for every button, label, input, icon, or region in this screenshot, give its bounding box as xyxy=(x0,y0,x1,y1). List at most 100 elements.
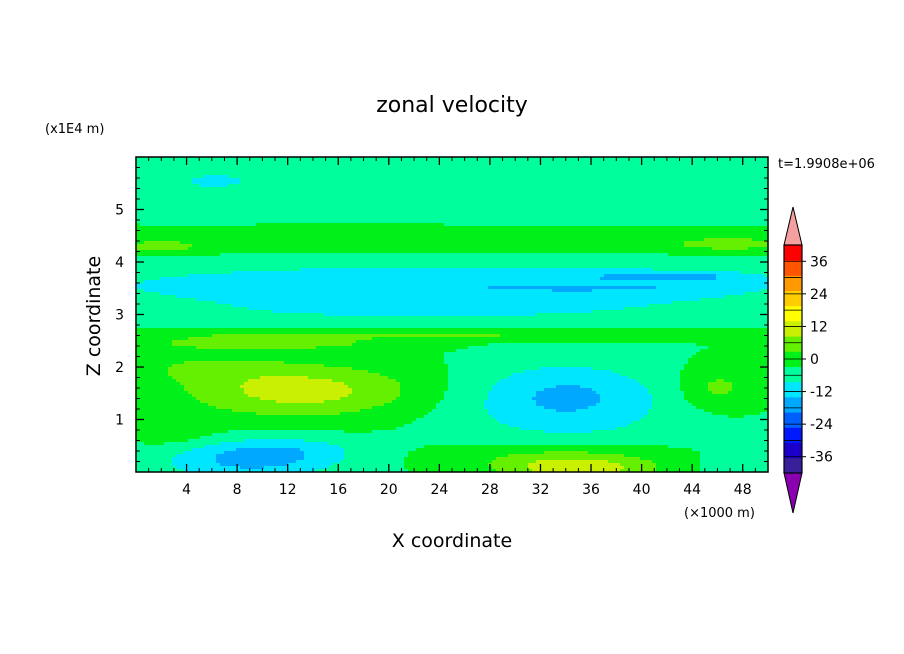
field-cell xyxy=(340,196,345,200)
field-cell xyxy=(356,241,361,245)
field-cell xyxy=(380,238,385,242)
field-cell xyxy=(592,247,597,251)
field-cell xyxy=(584,226,589,230)
field-cell xyxy=(508,214,513,218)
field-cell xyxy=(452,160,457,164)
field-cell xyxy=(608,157,613,161)
field-cell xyxy=(144,172,149,176)
field-cell xyxy=(428,247,433,251)
field-cell xyxy=(520,247,525,251)
field-cell xyxy=(544,229,549,233)
field-cell xyxy=(644,220,649,224)
field-cell xyxy=(500,229,505,233)
field-cell xyxy=(496,241,501,245)
field-cell xyxy=(676,157,681,161)
field-cell xyxy=(732,187,737,191)
field-cell xyxy=(152,187,157,191)
field-cell xyxy=(672,193,677,197)
field-cell xyxy=(520,241,525,245)
field-cell xyxy=(184,178,189,182)
field-cell xyxy=(656,175,661,179)
field-cell xyxy=(176,172,181,176)
field-cell xyxy=(272,175,277,179)
field-cell xyxy=(172,172,177,176)
field-cell xyxy=(644,166,649,170)
field-cell xyxy=(456,205,461,209)
field-cell xyxy=(376,181,381,185)
field-cell xyxy=(444,217,449,221)
field-cell xyxy=(480,232,485,236)
field-cell xyxy=(252,244,257,248)
field-cell xyxy=(416,211,421,215)
field-cell xyxy=(452,169,457,173)
field-cell xyxy=(704,169,709,173)
field-cell xyxy=(428,157,433,161)
field-cell xyxy=(540,211,545,215)
field-cell xyxy=(704,226,709,230)
field-cell xyxy=(384,202,389,206)
field-cell xyxy=(624,232,629,236)
field-cell xyxy=(560,226,565,230)
field-cell xyxy=(476,235,481,239)
field-cell xyxy=(168,160,173,164)
field-cell xyxy=(244,160,249,164)
field-cell xyxy=(476,250,481,254)
field-cell xyxy=(372,229,377,233)
field-cell xyxy=(236,220,241,224)
field-cell xyxy=(268,202,273,206)
field-cell xyxy=(756,247,761,251)
field-cell xyxy=(432,214,437,218)
field-cell xyxy=(696,160,701,164)
field-cell xyxy=(628,211,633,215)
field-cell xyxy=(708,199,713,203)
field-cell xyxy=(604,211,609,215)
field-cell xyxy=(640,241,645,245)
field-cell xyxy=(500,232,505,236)
field-cell xyxy=(260,211,265,215)
field-cell xyxy=(456,184,461,188)
field-cell xyxy=(152,190,157,194)
field-cell xyxy=(756,214,761,218)
field-cell xyxy=(668,244,673,248)
field-cell xyxy=(340,235,345,239)
field-cell xyxy=(656,247,661,251)
field-cell xyxy=(488,193,493,197)
field-cell xyxy=(192,181,197,185)
field-cell xyxy=(388,247,393,251)
field-cell xyxy=(600,190,605,194)
field-cell xyxy=(168,238,173,242)
field-cell xyxy=(584,187,589,191)
field-cell xyxy=(676,199,681,203)
field-cell xyxy=(752,172,757,176)
field-cell xyxy=(624,235,629,239)
field-cell xyxy=(196,160,201,164)
field-cell xyxy=(448,169,453,173)
field-cell xyxy=(232,217,237,221)
field-cell xyxy=(448,166,453,170)
field-cell xyxy=(296,202,301,206)
field-cell xyxy=(516,190,521,194)
field-cell xyxy=(320,223,325,227)
field-cell xyxy=(440,163,445,167)
field-cell xyxy=(744,217,749,221)
field-cell xyxy=(352,157,357,161)
field-cell xyxy=(648,223,653,227)
field-cell xyxy=(412,172,417,176)
field-cell xyxy=(492,157,497,161)
field-cell xyxy=(136,223,141,227)
field-cell xyxy=(328,217,333,221)
field-cell xyxy=(228,190,233,194)
field-cell xyxy=(468,196,473,200)
field-cell xyxy=(140,235,145,239)
field-cell xyxy=(360,250,365,254)
field-cell xyxy=(576,214,581,218)
field-cell xyxy=(644,226,649,230)
field-cell xyxy=(644,247,649,251)
field-cell xyxy=(648,211,653,215)
field-cell xyxy=(340,205,345,209)
field-cell xyxy=(420,166,425,170)
field-cell xyxy=(480,229,485,233)
field-cell xyxy=(224,223,229,227)
field-cell xyxy=(492,163,497,167)
field-cell xyxy=(480,211,485,215)
